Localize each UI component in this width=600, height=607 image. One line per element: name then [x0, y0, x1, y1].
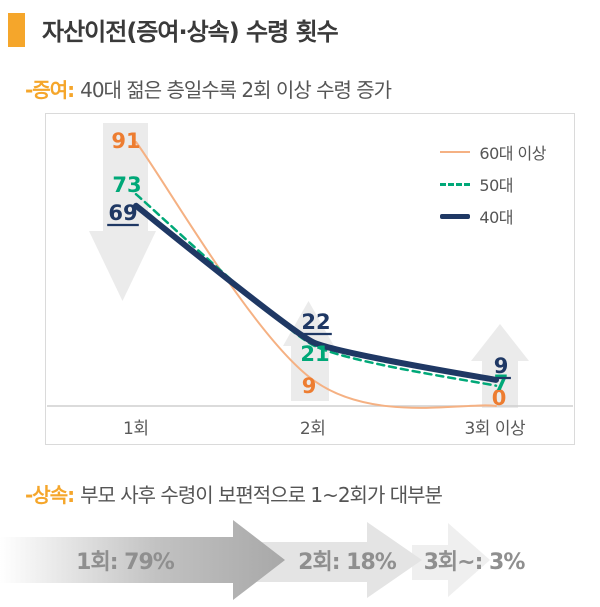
- series-line-40대: [133, 202, 499, 383]
- banner-stat-2: 2회: 18%: [298, 550, 397, 575]
- title-bullet-icon: [8, 12, 25, 47]
- value-label-40대-1회: 69: [108, 201, 137, 225]
- banner-stat-1: 1회: 79%: [76, 550, 175, 575]
- gift-text: 40대 젊은 층일수록 2회 이상 수령 증가: [80, 78, 392, 102]
- legend-label-50s: 50대: [479, 176, 513, 195]
- value-label-60대 이상-2회: 9: [302, 374, 317, 398]
- value-label-40대-2회: 22: [301, 310, 330, 334]
- value-label-50대-2회: 21: [300, 342, 329, 366]
- legend-item-60s: 60대 이상: [440, 136, 546, 168]
- x-tick-1: 1회: [123, 419, 149, 439]
- series-line-60대 이상: [135, 141, 497, 409]
- banner-arrow-1-icon: [0, 520, 285, 600]
- page-title: 자산이전(증여·상속) 수령 횟수: [42, 18, 339, 46]
- inheritance-subtitle: -상속: 부모 사후 수령이 보편적으로 1~2회가 대부분: [25, 479, 443, 508]
- line-chart: 91 9 0 73 21 7 69 22 9 1회 2회 3회 이상 60대 이상 50대 40…: [45, 113, 575, 445]
- page-header: 자산이전(증여·상속) 수령 횟수: [8, 12, 339, 47]
- value-label-60대 이상-3회 이상: 0: [492, 386, 507, 410]
- legend-swatch-50s-dashed-line-icon: [440, 182, 471, 186]
- percentage-arrow-banner: 1회: 79% 2회: 18% 3회~: 3%: [0, 520, 526, 600]
- banner-arrow-2-icon: [230, 522, 422, 598]
- trend-up-arrow-icon: [283, 301, 334, 401]
- gift-label: -증여:: [25, 78, 75, 102]
- inheritance-label: -상속:: [25, 483, 75, 507]
- banner-stat-3: 3회~: 3%: [424, 550, 526, 575]
- trend-up-arrow-icon: [471, 324, 529, 408]
- legend-item-40s: 40대: [440, 200, 546, 232]
- legend-item-50s: 50대: [440, 168, 546, 200]
- value-label-60대 이상-1회: 91: [111, 129, 140, 153]
- gift-subtitle: -증여: 40대 젊은 층일수록 2회 이상 수령 증가: [25, 74, 392, 103]
- value-label-40대-3회 이상: 9: [494, 354, 509, 378]
- x-tick-3: 3회 이상: [464, 419, 526, 439]
- x-tick-2: 2회: [299, 419, 326, 439]
- legend-label-40s: 40대: [479, 208, 513, 227]
- legend-swatch-60s-line-icon: [440, 151, 471, 153]
- legend-label-60s: 60대 이상: [479, 144, 546, 163]
- legend-swatch-40s-thick-line-icon: [440, 213, 471, 219]
- value-label-50대-1회: 73: [112, 173, 141, 197]
- trend-down-arrow-icon: [89, 123, 156, 301]
- chart-legend: 60대 이상 50대 40대: [440, 136, 546, 232]
- banner-arrow-3-icon: [412, 523, 490, 597]
- inheritance-text: 부모 사후 수령이 보편적으로 1~2회가 대부분: [80, 483, 443, 507]
